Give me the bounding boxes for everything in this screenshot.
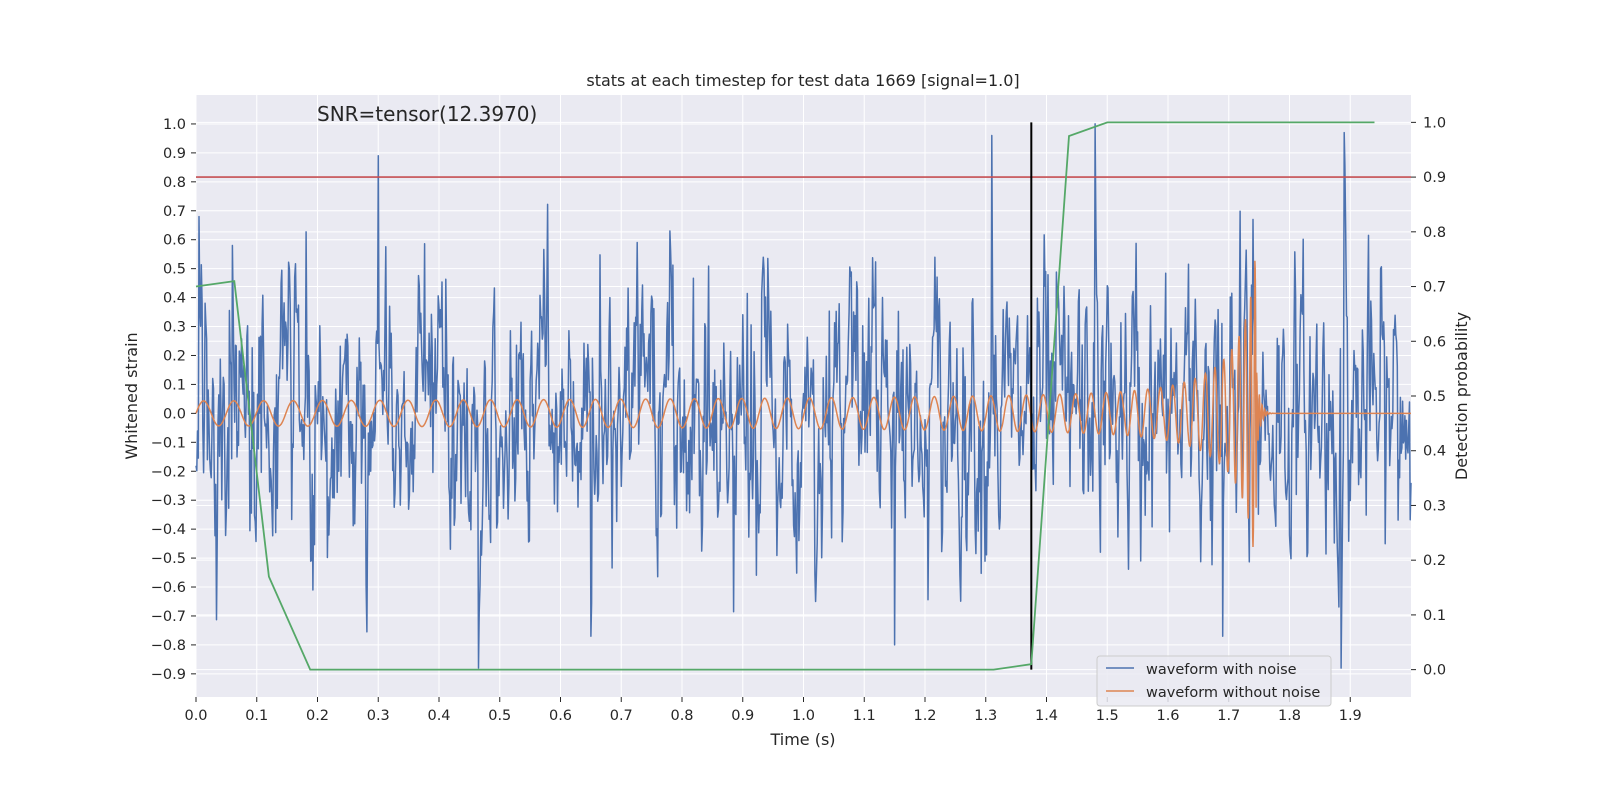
- y-tick-label: 0.1: [163, 377, 186, 393]
- y2-tick-label: 0.0: [1423, 663, 1446, 679]
- y-tick-label: 0.7: [163, 204, 186, 220]
- legend-label-clean: waveform without noise: [1146, 685, 1320, 701]
- y2-tick-label: 0.3: [1423, 498, 1446, 514]
- x-tick-label: 0.8: [670, 708, 693, 724]
- legend-box: [1096, 655, 1332, 707]
- snr-annotation: SNR=tensor(12.3970): [317, 102, 537, 126]
- x-tick-label: 1.5: [1096, 708, 1119, 724]
- x-axis-label: Time (s): [769, 730, 835, 749]
- x-tick-label: 0.9: [731, 708, 754, 724]
- x-tick-label: 1.9: [1339, 708, 1362, 724]
- x-tick-label: 0.1: [245, 708, 268, 724]
- y2-tick-label: 0.6: [1423, 334, 1446, 350]
- x-tick-label: 0.3: [367, 708, 390, 724]
- y2-tick-label: 1.0: [1423, 115, 1446, 131]
- y-tick-label: −0.3: [151, 493, 186, 509]
- y-tick-label: 0.9: [163, 146, 186, 162]
- y-tick-label: −0.7: [151, 609, 186, 625]
- y-tick-label: 0.2: [163, 348, 186, 364]
- x-tick-label: 0.4: [427, 708, 450, 724]
- series-waveform-with-noise: [195, 123, 1412, 669]
- y2-tick-label: 0.9: [1423, 170, 1446, 186]
- x-tick-label: 1.3: [974, 708, 997, 724]
- series-waveform-without-noise: [195, 260, 1411, 548]
- y2-tick-label: 0.5: [1423, 389, 1446, 405]
- y-tick-label: 0.0: [163, 406, 186, 422]
- x-tick-label: 0.6: [549, 708, 572, 724]
- y-tick-label: 0.5: [163, 262, 186, 278]
- y2-tick-label: 0.2: [1423, 553, 1446, 569]
- y-axis-label: Whitened strain: [122, 332, 141, 459]
- x-tick-label: 1.7: [1217, 708, 1240, 724]
- y2-tick-label: 0.4: [1423, 444, 1446, 460]
- x-tick-label: 1.0: [792, 708, 815, 724]
- chart-title: stats at each timestep for test data 166…: [586, 71, 1019, 90]
- y-tick-label: −0.8: [151, 638, 186, 654]
- x-tick-label: 1.1: [853, 708, 876, 724]
- y-tick-label: 0.3: [163, 320, 186, 336]
- y-tick-label: −0.2: [151, 464, 186, 480]
- x-tick-label: 1.4: [1035, 708, 1058, 724]
- y-tick-label: −0.4: [151, 522, 186, 538]
- y-tick-label: 0.8: [163, 175, 186, 191]
- legend: waveform with noise waveform without noi…: [1096, 655, 1332, 707]
- y-tick-label: 0.6: [163, 233, 186, 249]
- x-tick-label: 1.8: [1278, 708, 1301, 724]
- y2-tick-label: 0.7: [1423, 280, 1446, 296]
- x-tick-label: 0.2: [306, 708, 329, 724]
- y-tick-label: 0.4: [163, 291, 186, 307]
- series-detection-probability: [195, 121, 1375, 671]
- y-tick-label: −0.5: [151, 551, 186, 567]
- x-tick-label: 1.2: [913, 708, 936, 724]
- x-tick-label: 1.6: [1156, 708, 1179, 724]
- y2-axis-label: Detection probability: [1452, 312, 1471, 480]
- x-tick-label: 0.0: [184, 708, 207, 724]
- y2-tick-label: 0.1: [1423, 608, 1446, 624]
- y-tick-label: −0.1: [151, 435, 186, 451]
- legend-label-noisy: waveform with noise: [1146, 662, 1297, 678]
- y2-tick-label: 0.8: [1423, 225, 1446, 241]
- y-tick-label: 1.0: [163, 117, 186, 133]
- x-tick-label: 0.7: [610, 708, 633, 724]
- y-tick-label: −0.6: [151, 580, 186, 596]
- y-tick-label: −0.9: [151, 667, 186, 683]
- x-tick-label: 0.5: [488, 708, 511, 724]
